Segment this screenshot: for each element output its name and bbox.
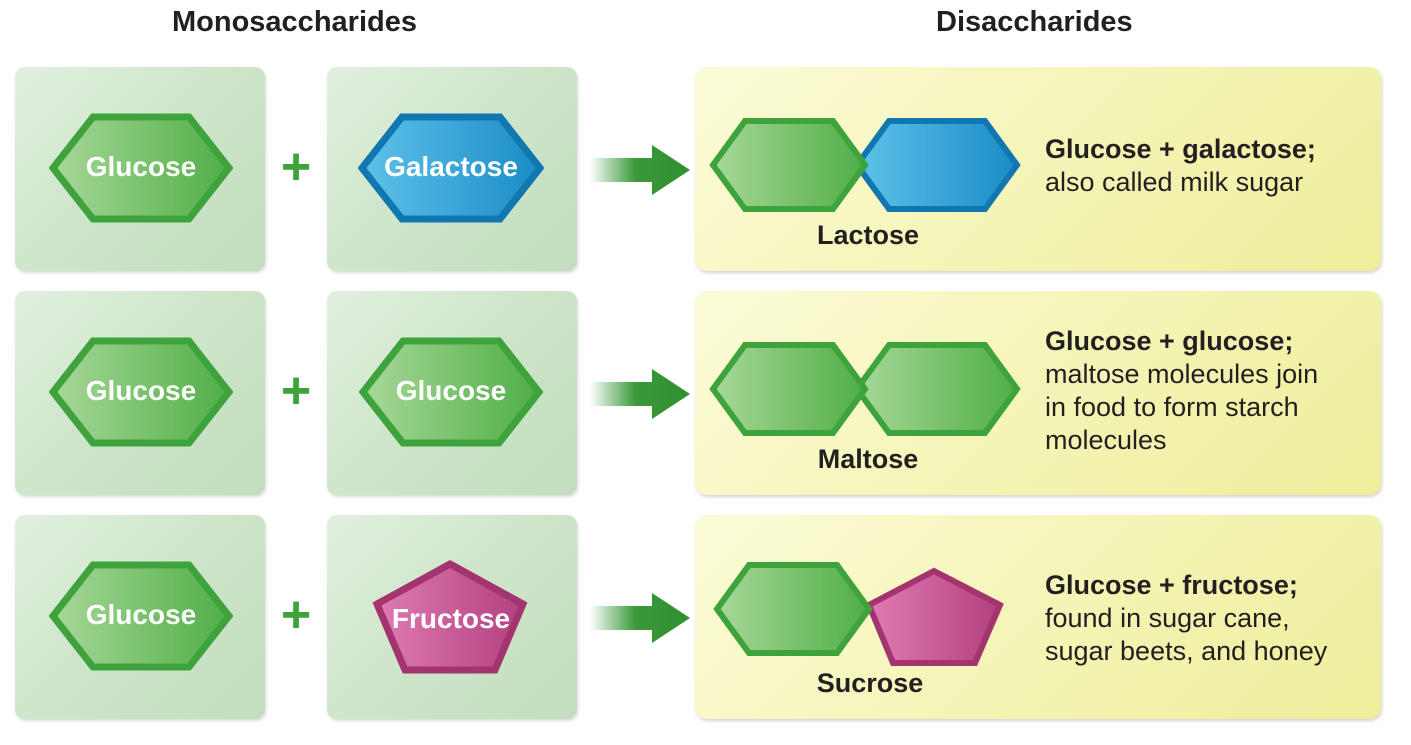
monomer-label: Glucose — [85, 599, 197, 630]
monomer-label: Galactose — [384, 151, 518, 182]
lactose-disaccharide-box: Lactose Glucose + galactose; also called… — [695, 67, 1381, 271]
monomer-label: Glucose — [85, 151, 197, 182]
plus-sign: + — [280, 362, 312, 420]
description-body: found in sugar cane, sugar beets, and ho… — [1045, 603, 1328, 666]
glucose-monomer-box: Glucose — [15, 67, 265, 271]
galactose-monomer-box: Galactose — [327, 67, 577, 271]
glucose-hexagon-icon — [49, 113, 233, 223]
disaccharide-description: Glucose + glucose; maltose molecules joi… — [1045, 325, 1375, 457]
plus-sign: + — [280, 138, 312, 196]
disaccharide-name: Sucrose — [816, 668, 924, 698]
disaccharides-heading: Disaccharides — [936, 6, 1133, 38]
arrow-right-icon — [590, 145, 690, 195]
maltose-disaccharide-box: Maltose Glucose + glucose; maltose molec… — [695, 291, 1381, 495]
arrow-right-icon — [590, 369, 690, 419]
glucose-hexagon-icon — [49, 561, 233, 671]
glucose-monomer-box: Glucose — [15, 291, 265, 495]
disaccharide-description: Glucose + fructose; found in sugar cane,… — [1045, 569, 1375, 668]
glucose-fructose-molecule-icon — [713, 562, 1004, 666]
glucose-monomer-box: Glucose — [15, 515, 265, 719]
monosaccharides-heading: Monosaccharides — [172, 6, 417, 38]
description-title: Glucose + galactose; — [1045, 134, 1316, 164]
fructose-monomer-box: Fructose — [327, 515, 577, 719]
glucose-monomer-box: Glucose — [327, 291, 577, 495]
maltose-row: Glucose + Glucose Maltose Glucose + gluc… — [0, 291, 1411, 495]
monomer-label: Fructose — [391, 603, 511, 634]
monomer-label: Glucose — [85, 375, 197, 406]
galactose-hexagon-icon — [358, 113, 544, 223]
fructose-pentagon-icon — [372, 560, 528, 674]
glucose-glucose-molecule-icon — [709, 342, 1021, 436]
description-title: Glucose + fructose; — [1045, 570, 1298, 600]
glucose-hexagon-icon — [49, 337, 233, 447]
disaccharide-description: Glucose + galactose; also called milk su… — [1045, 133, 1375, 199]
sucrose-disaccharide-box: Sucrose Glucose + fructose; found in sug… — [695, 515, 1381, 719]
sucrose-row: Glucose + Fructose Sucrose Glucose + fru… — [0, 515, 1411, 719]
lactose-row: Glucose + Galactose Lactose Glucose + ga… — [0, 67, 1411, 271]
description-body: maltose molecules join in food to form s… — [1045, 359, 1319, 455]
monomer-label: Glucose — [395, 375, 507, 406]
plus-sign: + — [280, 586, 312, 644]
description-title: Glucose + glucose; — [1045, 326, 1294, 356]
description-body: also called milk sugar — [1045, 167, 1304, 197]
disaccharide-name: Lactose — [816, 220, 920, 250]
glucose-galactose-molecule-icon — [709, 118, 1021, 212]
disaccharide-name: Maltose — [817, 444, 919, 474]
arrow-right-icon — [590, 593, 690, 643]
glucose-hexagon-icon — [359, 337, 543, 447]
